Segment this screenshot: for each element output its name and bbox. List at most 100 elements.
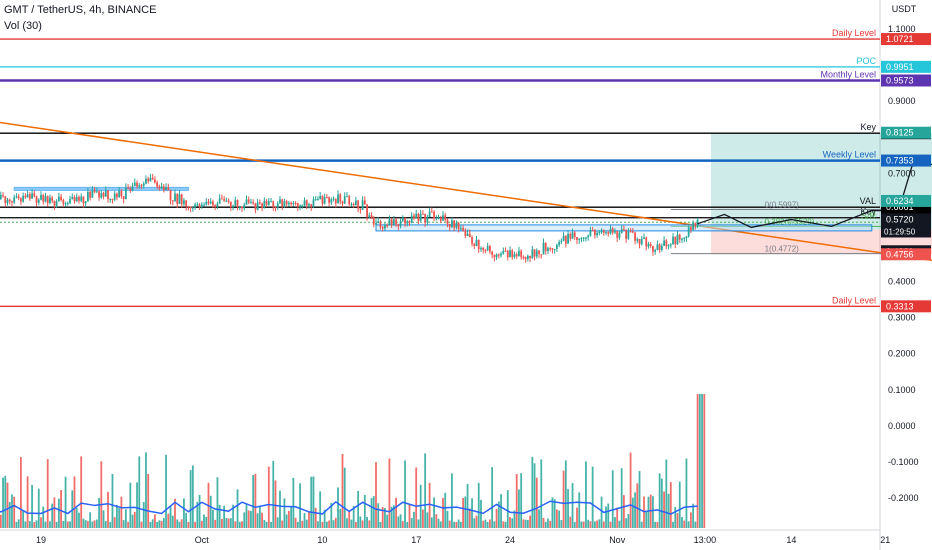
candle-body	[464, 230, 467, 236]
volume-bar	[455, 521, 458, 528]
volume-bar	[473, 518, 476, 528]
candle-body	[317, 199, 319, 201]
volume-bar	[131, 514, 134, 528]
volume-bar	[243, 512, 246, 528]
volume-bar	[11, 494, 13, 528]
volume-bar	[196, 501, 199, 528]
price-tick-7: 0.0000	[888, 421, 916, 431]
volume-bar	[703, 394, 706, 528]
projection-path[interactable]	[697, 133, 932, 229]
volume-bar	[466, 484, 469, 528]
volume-bar	[267, 466, 270, 528]
candle-body	[576, 237, 578, 240]
volume-bar	[457, 519, 460, 528]
volume-bar	[4, 475, 7, 528]
volume-bar	[674, 507, 677, 528]
volume-bar	[33, 521, 36, 528]
volume-bar	[80, 456, 83, 528]
candle-body	[410, 215, 413, 223]
candle-body	[357, 200, 360, 209]
candle-body	[473, 243, 476, 246]
volume-bar	[35, 520, 38, 528]
volume-bar	[272, 460, 275, 528]
candle-body	[585, 237, 587, 239]
volume-bar	[294, 517, 297, 528]
volume-bar	[274, 480, 277, 528]
candle-body	[502, 250, 505, 254]
volume-bar	[158, 520, 161, 528]
candle-body	[53, 200, 56, 206]
candle-body	[392, 219, 395, 226]
volume-bar	[223, 505, 226, 528]
volume-bar	[203, 514, 205, 528]
volume-bar	[334, 517, 337, 528]
volume-bar	[509, 517, 511, 528]
volume-bar	[305, 519, 308, 528]
volume-bar	[433, 497, 435, 528]
volume-bar	[292, 477, 295, 528]
volume-bar	[91, 521, 94, 528]
volume-bar	[437, 518, 440, 528]
candle-body	[591, 230, 594, 232]
candle-body	[348, 196, 351, 205]
volume-bar	[317, 521, 319, 528]
volume-bar	[607, 503, 610, 528]
candle-body	[377, 221, 380, 224]
volume-bar	[66, 521, 69, 528]
candle-body	[243, 204, 246, 209]
candle-body	[556, 244, 558, 249]
candle-body	[415, 213, 418, 219]
candle-body	[435, 217, 438, 219]
candle-body	[589, 230, 592, 236]
candle-body	[93, 190, 96, 193]
candle-body	[580, 237, 583, 239]
candle-body	[569, 233, 572, 239]
symbol-title: GMT / TetherUS, 4h, BINANCE	[4, 4, 157, 16]
volume-bar	[701, 394, 703, 528]
candle-body	[189, 206, 192, 209]
volume-bar	[279, 490, 281, 528]
candle-body	[462, 228, 464, 231]
candle-body	[457, 222, 460, 230]
volume-bar	[645, 511, 648, 528]
volume-bar	[24, 521, 27, 528]
candle-body	[486, 246, 489, 251]
volume-bar	[540, 459, 543, 528]
volume-bar	[102, 510, 105, 528]
candle-body	[542, 242, 545, 255]
price-tag-0: 0.8125	[886, 128, 914, 138]
volume-bar	[227, 518, 230, 528]
candle-body	[332, 198, 335, 200]
volume-bar	[564, 460, 567, 528]
current-price-tag: 0.5720	[886, 214, 914, 224]
volume-bar	[314, 507, 317, 528]
volume-bar	[301, 520, 304, 528]
level-label-5: VAL	[860, 196, 876, 206]
volume-bar	[663, 491, 665, 528]
candle-body	[26, 194, 29, 198]
volume-bar	[506, 490, 509, 528]
volume-bar	[515, 474, 518, 528]
time-tick-1: Oct	[195, 535, 210, 545]
candle-body	[203, 204, 205, 206]
volume-bar	[151, 519, 154, 528]
volume-bar	[87, 521, 89, 528]
candle-body	[562, 235, 565, 241]
candle-body	[288, 202, 290, 205]
candle-body	[238, 206, 241, 208]
price-tag-1-bg	[881, 194, 931, 207]
volume-bar	[0, 514, 2, 528]
volume-bar	[205, 516, 208, 528]
candle-body	[408, 221, 411, 223]
volume-bar	[390, 506, 393, 528]
candle-body	[323, 197, 326, 204]
volume-bar	[221, 519, 223, 528]
candle-body	[446, 219, 449, 224]
volume-bar	[511, 518, 514, 528]
volume-bar	[500, 494, 502, 528]
time-tick-3: 17	[411, 535, 421, 545]
candle-body	[430, 211, 433, 213]
trendline[interactable]	[0, 121, 932, 305]
volume-bar	[413, 511, 415, 528]
